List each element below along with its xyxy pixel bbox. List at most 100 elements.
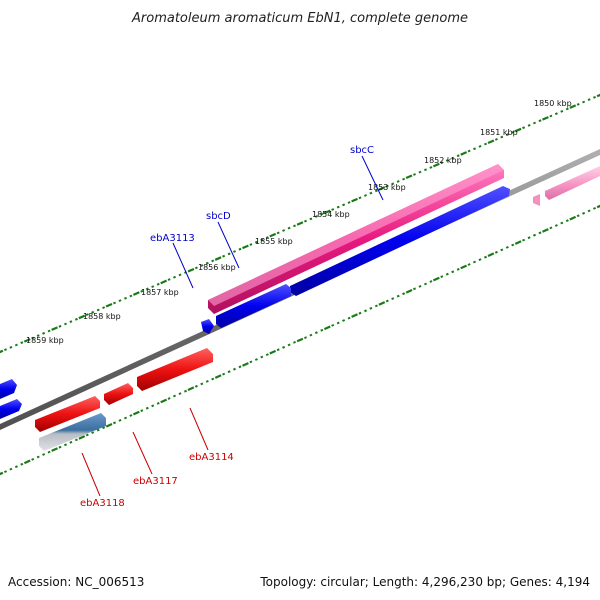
tick-mark bbox=[9, 467, 13, 471]
tick-mark bbox=[533, 121, 536, 125]
gene-label-ebA3117[interactable]: ebA3117 bbox=[133, 476, 178, 487]
tick-mark bbox=[331, 208, 335, 211]
map-title: Aromatoleum aromaticum EbN1, complete ge… bbox=[131, 11, 468, 26]
tick-mark bbox=[214, 374, 222, 379]
tick-mark bbox=[238, 247, 242, 251]
tick-mark bbox=[500, 248, 504, 252]
tick-mark bbox=[424, 168, 427, 172]
tick-mark bbox=[276, 231, 280, 235]
gene-ebA3117-red[interactable] bbox=[104, 383, 133, 405]
tick-mark bbox=[187, 386, 195, 392]
gene-sbcC-forward[interactable] bbox=[208, 164, 504, 314]
tick-mark bbox=[238, 365, 242, 369]
accession-text: Accession: NC_006513 bbox=[8, 575, 144, 589]
tick-mark bbox=[194, 266, 198, 270]
tick-mark bbox=[445, 272, 449, 276]
tick-mark bbox=[309, 333, 313, 337]
tick-mark bbox=[542, 228, 549, 233]
tick-mark bbox=[69, 320, 73, 324]
tick-mark bbox=[554, 224, 558, 227]
tick-mark bbox=[391, 297, 395, 301]
tick-mark bbox=[124, 296, 127, 300]
gene-sbcD-reverse[interactable] bbox=[290, 186, 510, 296]
tick-mark bbox=[31, 457, 35, 461]
tick-mark bbox=[214, 256, 222, 261]
tick-mark bbox=[112, 421, 117, 425]
gene-ebA3113-reverse[interactable] bbox=[216, 284, 291, 328]
tick-mark bbox=[592, 206, 597, 210]
gene-left-reverse-2[interactable] bbox=[0, 399, 22, 419]
gene-ebA3114-red[interactable] bbox=[137, 348, 213, 391]
tick-mark bbox=[456, 154, 460, 158]
tick-mark bbox=[47, 450, 51, 454]
tick-mark bbox=[472, 260, 477, 264]
tick-mark bbox=[565, 219, 569, 223]
tick-mark bbox=[385, 184, 389, 188]
tick-mark bbox=[473, 147, 476, 151]
tick-mark bbox=[412, 287, 417, 291]
tick-mark bbox=[549, 226, 553, 230]
tick-mark bbox=[487, 252, 495, 258]
tick-label-1855: 1855 kbp bbox=[255, 237, 293, 246]
gene-label-ebA3114[interactable]: ebA3114 bbox=[189, 452, 234, 463]
tick-mark bbox=[440, 161, 444, 165]
tick-mark bbox=[549, 114, 553, 118]
gene-ebA3118-rna[interactable] bbox=[39, 413, 106, 451]
tick-mark bbox=[569, 215, 577, 221]
tick-mark bbox=[342, 203, 346, 207]
tick-mark bbox=[129, 294, 133, 298]
gene-label-sbcD[interactable]: sbcD bbox=[206, 211, 231, 222]
tick-mark bbox=[31, 336, 35, 340]
tick-mark bbox=[314, 331, 318, 335]
tick-label-1853: 1853 kbp bbox=[368, 183, 406, 192]
tick-mark bbox=[227, 252, 231, 256]
tick-mark bbox=[378, 301, 386, 306]
tick-label-1856: 1856 kbp bbox=[198, 263, 236, 272]
gene-small-reverse[interactable] bbox=[201, 319, 214, 334]
tick-mark bbox=[113, 301, 116, 305]
tick-mark bbox=[351, 197, 358, 203]
tick-mark bbox=[129, 414, 133, 417]
tick-mark bbox=[91, 431, 95, 435]
gene-forward-light[interactable] bbox=[533, 166, 600, 206]
tick-mark bbox=[140, 289, 144, 293]
gene-label-sbcC[interactable]: sbcC bbox=[350, 145, 374, 156]
tick-mark bbox=[385, 299, 389, 303]
tick-mark bbox=[194, 384, 198, 388]
gene-left-reverse-1[interactable] bbox=[0, 379, 17, 399]
tick-mark bbox=[78, 314, 86, 320]
tick-mark bbox=[418, 170, 422, 174]
tick-mark bbox=[445, 158, 449, 162]
tick-mark bbox=[484, 142, 487, 146]
tick-mark bbox=[320, 212, 324, 216]
reverse-genes-blue bbox=[0, 186, 510, 419]
tick-mark bbox=[58, 445, 62, 449]
tick-mark bbox=[69, 440, 73, 444]
tick-mark bbox=[260, 355, 264, 359]
tick-mark bbox=[74, 317, 78, 321]
tick-mark bbox=[58, 324, 62, 328]
tick-mark bbox=[233, 250, 236, 253]
tick-mark bbox=[91, 310, 95, 314]
gene-ebA3118-red[interactable] bbox=[35, 396, 100, 432]
tick-mark bbox=[178, 392, 182, 396]
tick-mark bbox=[51, 447, 58, 452]
tick-mark bbox=[14, 465, 18, 469]
tick-mark bbox=[582, 100, 586, 104]
tick-mark bbox=[3, 470, 8, 474]
tick-mark bbox=[254, 358, 258, 361]
tick-mark bbox=[402, 292, 406, 296]
tick-mark bbox=[23, 338, 31, 343]
upper-tick-dots bbox=[0, 93, 600, 354]
tick-mark bbox=[0, 471, 4, 476]
tick-mark bbox=[405, 288, 413, 294]
gene-label-ebA3113[interactable]: ebA3113 bbox=[150, 233, 195, 244]
tick-mark bbox=[323, 325, 331, 331]
tick-mark bbox=[336, 205, 340, 209]
tick-mark bbox=[374, 189, 378, 193]
tick-mark bbox=[565, 107, 569, 111]
tick-mark bbox=[242, 244, 249, 250]
gene-label-ebA3118[interactable]: ebA3118 bbox=[80, 498, 125, 509]
tick-mark bbox=[596, 204, 600, 209]
tick-mark bbox=[323, 209, 331, 215]
